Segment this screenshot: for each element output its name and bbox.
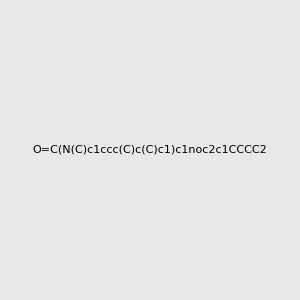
Text: O=C(N(C)c1ccc(C)c(C)c1)c1noc2c1CCCC2: O=C(N(C)c1ccc(C)c(C)c1)c1noc2c1CCCC2 <box>33 145 267 155</box>
